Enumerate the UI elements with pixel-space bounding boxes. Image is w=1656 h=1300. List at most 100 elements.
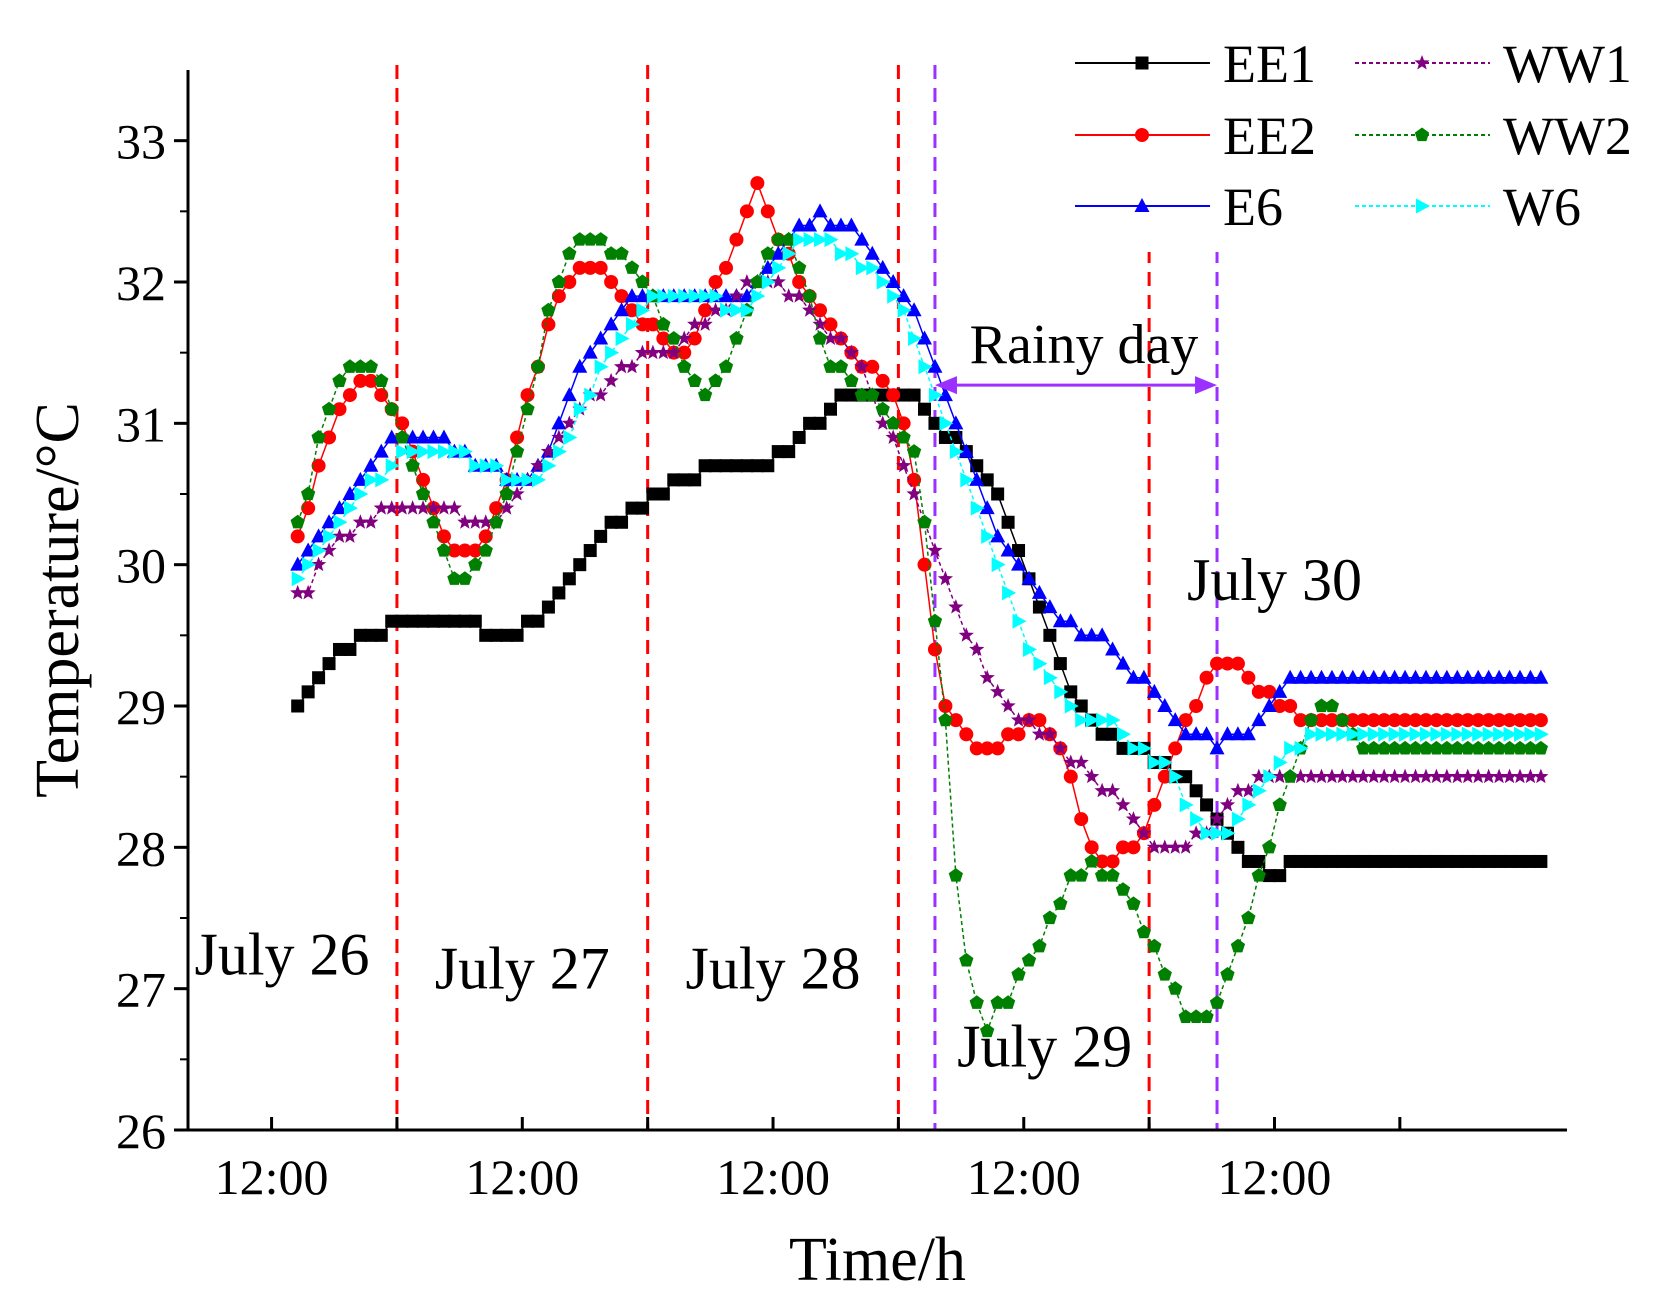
- data-point-ww1: [697, 316, 713, 331]
- data-point-ww1: [405, 500, 421, 515]
- data-point-ee1: [1262, 869, 1276, 883]
- legend-label: E6: [1223, 177, 1283, 237]
- data-point-ee1: [364, 628, 378, 642]
- data-point-ee1: [1503, 854, 1517, 868]
- data-point-ww2: [687, 373, 702, 388]
- data-point-ee1: [1283, 854, 1297, 868]
- data-point-ee2: [959, 727, 974, 742]
- data-point-ww1: [801, 302, 818, 317]
- data-point-ee1: [844, 388, 858, 402]
- data-point-ww2: [1335, 712, 1350, 727]
- data-point-e6: [582, 344, 598, 359]
- data-point-ee1: [1314, 854, 1328, 868]
- data-point-ww1: [1418, 768, 1434, 784]
- data-point-w6: [1075, 712, 1090, 728]
- data-point-ee1: [1429, 854, 1443, 868]
- data-point-ww2: [980, 1023, 995, 1038]
- data-point-ww2: [1481, 740, 1496, 755]
- data-point-ww1: [342, 528, 358, 543]
- data-point-ww1: [948, 599, 964, 614]
- data-point-ww1: [1428, 768, 1445, 784]
- data-point-w6: [688, 288, 703, 304]
- data-point-ee2: [468, 543, 483, 558]
- data-point-e6: [1115, 655, 1131, 670]
- data-point-ww2: [290, 514, 305, 529]
- data-point-ww1: [666, 344, 682, 360]
- data-point-ww1: [593, 387, 609, 402]
- data-point-ee2: [886, 388, 901, 403]
- data-point-w6: [928, 387, 943, 403]
- data-point-ee2: [541, 317, 556, 332]
- data-point-ee1: [709, 459, 723, 473]
- data-point-e6: [843, 217, 859, 232]
- data-point-ww2: [395, 429, 410, 444]
- data-point-e6: [1418, 669, 1434, 684]
- data-point-w6: [396, 444, 411, 460]
- data-point-ee1: [1095, 727, 1109, 741]
- data-point-ee2: [1126, 840, 1141, 855]
- x-tick-label: 12:00: [716, 1149, 830, 1205]
- data-point-ee1: [594, 529, 608, 543]
- data-point-ee1: [750, 459, 764, 473]
- data-point-w6: [960, 472, 975, 488]
- data-point-ww1: [1063, 754, 1079, 770]
- data-point-ee2: [374, 388, 389, 403]
- data-point-ee2: [311, 458, 326, 473]
- data-point-ee2: [301, 501, 316, 516]
- data-point-ee2: [1324, 713, 1339, 728]
- data-point-ww1: [394, 500, 410, 515]
- data-point-e6: [833, 217, 849, 232]
- data-point-ww2: [1126, 896, 1141, 910]
- data-point-ww1: [1387, 768, 1403, 784]
- data-point-ww1: [1021, 712, 1037, 727]
- data-point-w6: [552, 444, 567, 460]
- data-point-ww1: [1125, 811, 1142, 826]
- data-point-w6: [563, 429, 578, 445]
- data-point-ww2: [666, 331, 681, 345]
- data-point-ww1: [363, 514, 379, 529]
- data-point-ww1: [1240, 782, 1256, 798]
- data-point-ee1: [1074, 699, 1088, 713]
- data-point-ee1: [991, 487, 1005, 501]
- y-axis-title: Temperature/°C: [24, 402, 92, 798]
- data-point-w6: [887, 288, 902, 304]
- data-point-ww1: [781, 288, 797, 303]
- data-point-ee2: [1398, 713, 1413, 728]
- data-point-w6: [1503, 726, 1518, 742]
- data-point-e6: [1522, 669, 1538, 684]
- data-point-e6: [342, 486, 358, 500]
- data-point-ee2: [1241, 670, 1256, 685]
- data-point-ee2: [1095, 854, 1110, 869]
- data-point-w6: [625, 316, 640, 332]
- data-point-e6: [927, 358, 943, 373]
- data-point-ww1: [707, 302, 724, 317]
- data-point-ee2: [1032, 713, 1047, 728]
- data-point-ee1: [823, 402, 837, 416]
- data-point-ww2: [906, 444, 922, 458]
- data-point-ww2: [374, 373, 389, 388]
- legend-background: [1060, 42, 1650, 252]
- data-point-w6: [1190, 811, 1205, 827]
- data-point-ee2: [1418, 713, 1433, 728]
- data-point-ww2: [1366, 740, 1381, 755]
- data-point-w6: [876, 274, 891, 290]
- data-point-w6: [615, 331, 630, 347]
- data-point-w6: [312, 543, 327, 559]
- data-point-ww1: [331, 528, 348, 543]
- data-point-w6: [417, 444, 432, 460]
- data-point-ee2: [792, 275, 807, 289]
- data-point-w6: [1440, 726, 1455, 742]
- data-point-e6: [1084, 627, 1100, 642]
- data-point-ww2: [729, 331, 744, 345]
- data-point-ww1: [530, 457, 546, 473]
- data-point-ee2: [708, 275, 723, 289]
- data-point-ee2: [760, 204, 775, 219]
- data-point-ee2: [1450, 713, 1465, 728]
- data-point-ee2: [353, 373, 368, 388]
- data-point-e6: [1136, 669, 1152, 684]
- data-point-e6: [1188, 726, 1204, 741]
- data-point-ee2: [1220, 656, 1235, 671]
- data-point-w6: [1231, 811, 1246, 827]
- data-point-ww1: [321, 542, 337, 558]
